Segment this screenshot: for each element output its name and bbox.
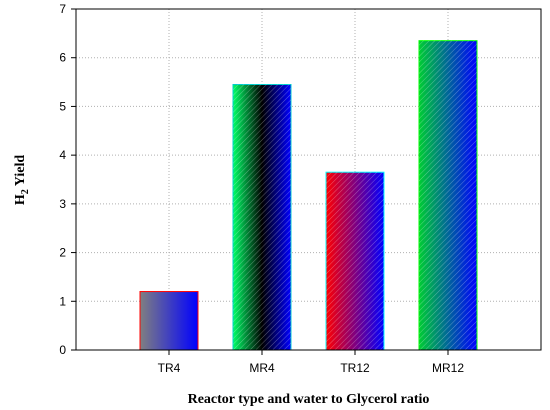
x-axis-title: Reactor type and water to Glycerol ratio	[188, 392, 430, 407]
y-tick-label: 5	[59, 99, 66, 113]
x-tick-label: MR4	[249, 361, 275, 375]
bar-hatch-mr12	[419, 40, 477, 351]
y-tick-label: 7	[59, 2, 66, 16]
x-tick-label: TR4	[158, 361, 181, 375]
y-tick-label: 6	[59, 51, 66, 65]
y-axis-title-sub: 2	[20, 189, 31, 194]
y-axis-title-main: H	[13, 194, 28, 205]
bar-hatch-tr12	[326, 172, 384, 350]
y-tick-label: 4	[59, 148, 66, 162]
y-axis-title-rest: Yield	[13, 155, 28, 187]
x-axis-ticks: TR4 MR4 TR12 MR12	[158, 350, 464, 375]
plot-frame	[75, 8, 542, 351]
x-tick-label: MR12	[432, 361, 464, 375]
y-tick-label: 2	[59, 246, 66, 260]
x-tick-label: TR12	[340, 361, 370, 375]
bar-hatch-mr4	[233, 84, 291, 350]
bar-tr4	[139, 291, 199, 351]
y-tick-label: 3	[59, 197, 66, 211]
y-axis-ticks: 0 1 2 3 4 5 6 7	[59, 2, 76, 357]
y-tick-label: 0	[59, 343, 66, 357]
bars	[139, 40, 478, 351]
y-axis-title: H2 Yield	[13, 155, 31, 205]
y-tick-label: 1	[59, 294, 66, 308]
